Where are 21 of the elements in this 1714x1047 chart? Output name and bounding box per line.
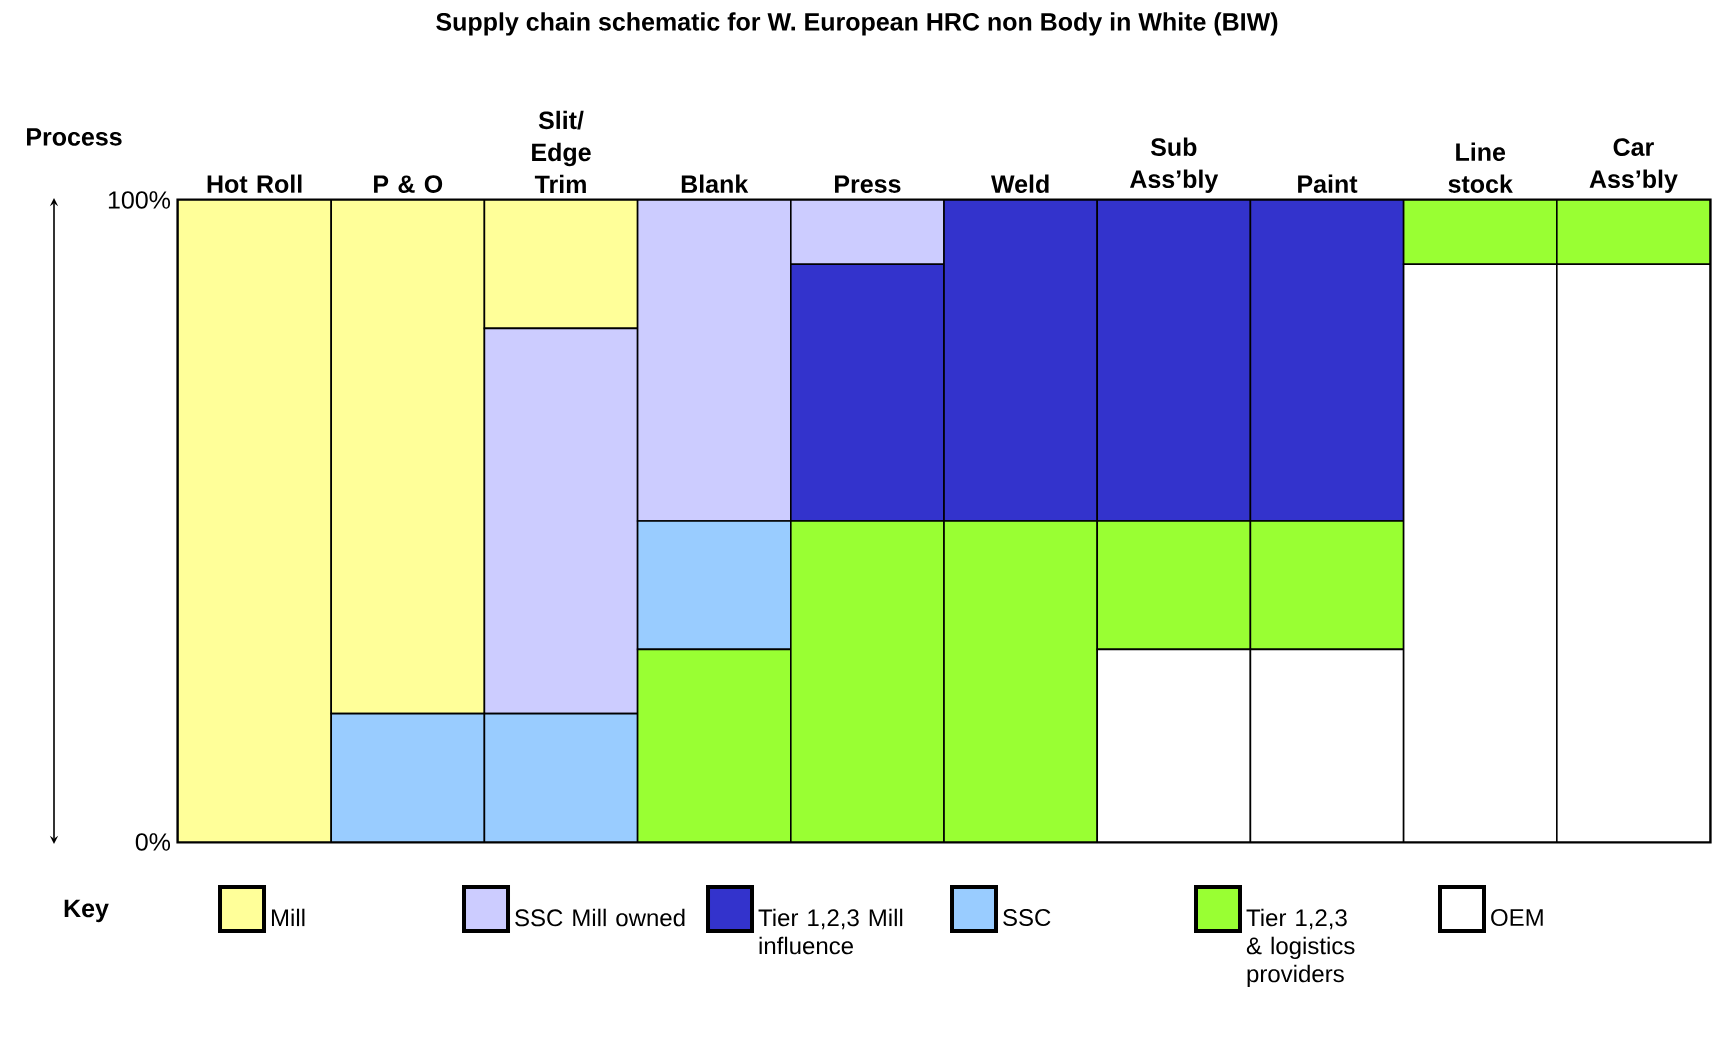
- x-tick-label: Sub Ass’bly: [1129, 137, 1219, 193]
- chart-title: Supply chain schematic for W. European HRC non Body in White (BIW): [436, 12, 1278, 36]
- x-tick-label: Blank: [681, 174, 749, 193]
- x-axis-title: Process: [27, 128, 122, 146]
- x-tick-label: Car Ass’bly: [1589, 138, 1678, 193]
- y-tick-label: 0%: [135, 833, 171, 851]
- legend-label: Tier 1,2,3 & logistics providers: [1246, 908, 1355, 988]
- legend-label: Mill: [271, 908, 305, 927]
- x-tick-label: P & O: [374, 175, 443, 193]
- legend-label: OEM: [1491, 909, 1543, 926]
- x-tick-label: Press: [835, 175, 901, 193]
- x-tick-label: Slit/ Edge Trim: [532, 110, 591, 193]
- x-tick-label: Hot Roll: [207, 174, 302, 193]
- x-tick-label: Line stock: [1448, 142, 1513, 193]
- x-tick-label: Weld: [991, 174, 1049, 193]
- x-tick-label: Paint: [1298, 174, 1358, 193]
- legend-label: Tier 1,2,3 Mill influence: [758, 908, 903, 955]
- y-tick-label: 100%: [108, 191, 171, 209]
- legend-label: SSC Mill owned: [515, 908, 685, 927]
- legend-title: Key: [64, 899, 109, 923]
- legend-label: SSC: [1003, 909, 1051, 926]
